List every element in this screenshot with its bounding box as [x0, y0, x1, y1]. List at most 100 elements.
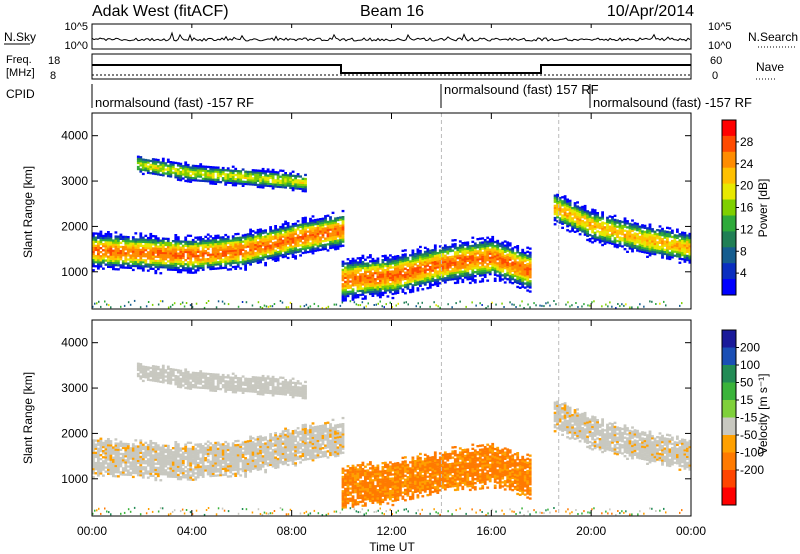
power-cell [329, 238, 332, 241]
velocity-cell [154, 458, 158, 461]
power-cell [241, 174, 245, 177]
power-cell [369, 292, 372, 296]
power-cell [226, 262, 230, 265]
power-cell [314, 249, 317, 252]
power-cell [171, 268, 175, 271]
power-cell [613, 226, 617, 230]
velocity-cell [184, 447, 188, 450]
power-cell [166, 172, 170, 176]
power-cell [648, 235, 652, 239]
velocity-cell [141, 447, 145, 450]
velocity-cell [211, 450, 215, 453]
power-cell [102, 234, 105, 238]
power-cell [266, 178, 270, 181]
power-cell [117, 243, 120, 246]
power-cell [176, 268, 180, 272]
velocity-cell [149, 468, 153, 471]
velocity-cell [221, 465, 225, 468]
power-cell [149, 163, 153, 167]
power-cell [613, 239, 617, 242]
power-cell [151, 251, 155, 254]
power-cell [99, 263, 103, 266]
power-cell [124, 237, 128, 241]
y-tick-label: 1000 [61, 265, 88, 279]
power-cell [481, 265, 485, 269]
power-cell [146, 257, 150, 260]
power-cell [618, 242, 622, 245]
power-cell [389, 284, 392, 288]
power-cell [261, 169, 265, 173]
power-cell [351, 280, 355, 283]
power-cell [601, 225, 604, 228]
power-cell [209, 174, 213, 177]
power-cell [109, 245, 113, 248]
power-cell [131, 236, 135, 239]
velocity-cell [134, 467, 138, 471]
power-cell [406, 277, 410, 280]
power-cell [419, 276, 422, 279]
power-cell [276, 242, 280, 246]
power-cell [119, 266, 123, 269]
power-cell [461, 262, 465, 265]
velocity-cell [226, 452, 230, 456]
power-cell [216, 234, 220, 237]
power-cell [476, 250, 480, 253]
power-cell [528, 261, 532, 265]
velocity-cell [112, 448, 115, 451]
power-cell [498, 265, 502, 268]
velocity-cell [199, 459, 203, 462]
power-cell [586, 212, 589, 215]
power-cell [239, 170, 243, 173]
velocity-cell [209, 468, 213, 472]
power-cell [423, 283, 427, 286]
power-cell [441, 261, 445, 264]
power-cell [404, 253, 407, 256]
power-cell [314, 218, 317, 222]
power-cell [231, 247, 235, 250]
power-cell [481, 261, 485, 265]
power-cell [102, 259, 105, 262]
power-cell [613, 214, 617, 217]
power-cell [523, 260, 527, 263]
power-cell [251, 183, 255, 186]
power-cell [436, 284, 440, 287]
power-cell [389, 260, 392, 263]
power-cell [359, 277, 362, 280]
power-cell [341, 228, 345, 231]
power-cell [618, 236, 622, 239]
power-cell [284, 220, 287, 223]
power-cell [421, 279, 425, 283]
power-cell [276, 250, 280, 254]
power-cell [164, 254, 168, 257]
power-cell [443, 254, 447, 257]
power-cell [686, 248, 689, 251]
power-cell [381, 259, 385, 262]
power-speckle [205, 302, 208, 304]
power-cell [391, 266, 395, 269]
power-cell [234, 182, 238, 185]
power-cell [483, 245, 487, 248]
power-cell [493, 279, 497, 282]
power-cell [658, 251, 662, 255]
velocity-cell [179, 476, 183, 479]
power-cell [149, 263, 153, 266]
velocity-cell [216, 455, 220, 459]
power-cell [593, 223, 597, 226]
power-cell [613, 229, 617, 232]
velocity-cell [171, 465, 175, 468]
power-cell [404, 267, 407, 270]
power-cell [144, 249, 148, 252]
power-cell [124, 235, 128, 239]
power-cell [134, 250, 138, 253]
power-cell [256, 247, 260, 250]
power-cell [139, 234, 143, 237]
power-cell [239, 246, 243, 250]
power-cell [291, 233, 295, 236]
power-cell [274, 183, 277, 186]
velocity-cell [97, 472, 100, 475]
power-cell [171, 171, 175, 174]
power-cell [683, 240, 687, 243]
power-cell [97, 248, 100, 252]
power-cell [261, 252, 265, 255]
power-cell [179, 248, 183, 251]
